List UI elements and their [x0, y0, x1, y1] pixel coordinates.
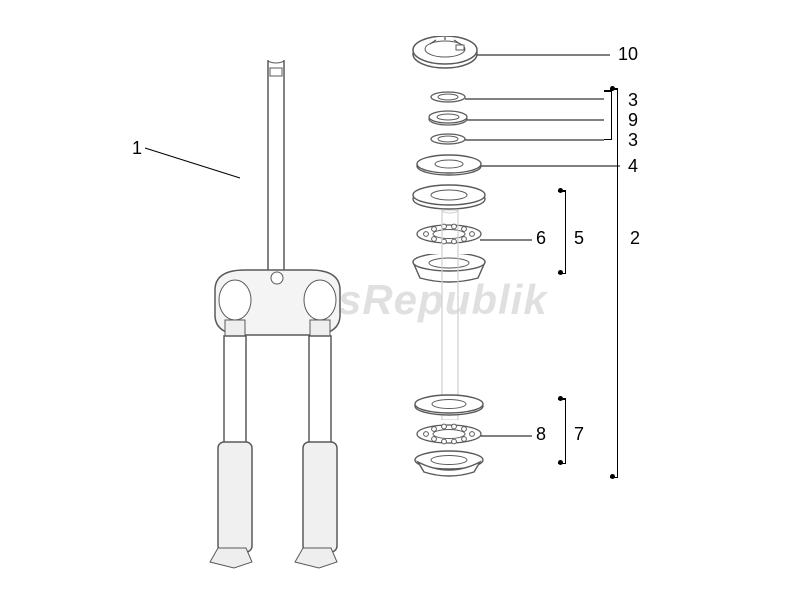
- parts-diagram: PartsRepublik 1 10 3 9 3 4 6 5 2 8 7: [0, 0, 800, 600]
- bracket-2: [612, 88, 618, 478]
- callout-7: 7: [574, 424, 584, 445]
- callout-6: 6: [536, 228, 546, 249]
- callout-5: 5: [574, 228, 584, 249]
- dot: [610, 474, 615, 479]
- dot: [558, 270, 563, 275]
- top-nut-cap: [410, 36, 480, 74]
- spacer-ring: [426, 110, 470, 126]
- callout-1: 1: [132, 138, 142, 159]
- dot: [558, 460, 563, 465]
- dot: [558, 188, 563, 193]
- callout-2: 2: [630, 228, 640, 249]
- race-lower: [412, 394, 486, 416]
- bearing-lower: [414, 422, 484, 446]
- fork-assembly: [160, 60, 380, 570]
- callout-4: 4: [628, 156, 638, 177]
- steerer-tube-outline: [430, 210, 470, 420]
- race-upper: [410, 184, 488, 210]
- dust-cover: [414, 154, 484, 176]
- leader-lines: [0, 0, 800, 600]
- seal-ring: [428, 132, 468, 146]
- callout-3a: 3: [628, 90, 638, 111]
- dot: [558, 396, 563, 401]
- cup-lower: [412, 450, 486, 478]
- dot: [610, 86, 615, 91]
- bracket-7: [560, 398, 566, 464]
- callout-9: 9: [628, 110, 638, 131]
- callout-3b: 3: [628, 130, 638, 151]
- seal-ring: [428, 90, 468, 104]
- bracket-5: [560, 190, 566, 274]
- callout-8: 8: [536, 424, 546, 445]
- callout-10: 10: [618, 44, 638, 65]
